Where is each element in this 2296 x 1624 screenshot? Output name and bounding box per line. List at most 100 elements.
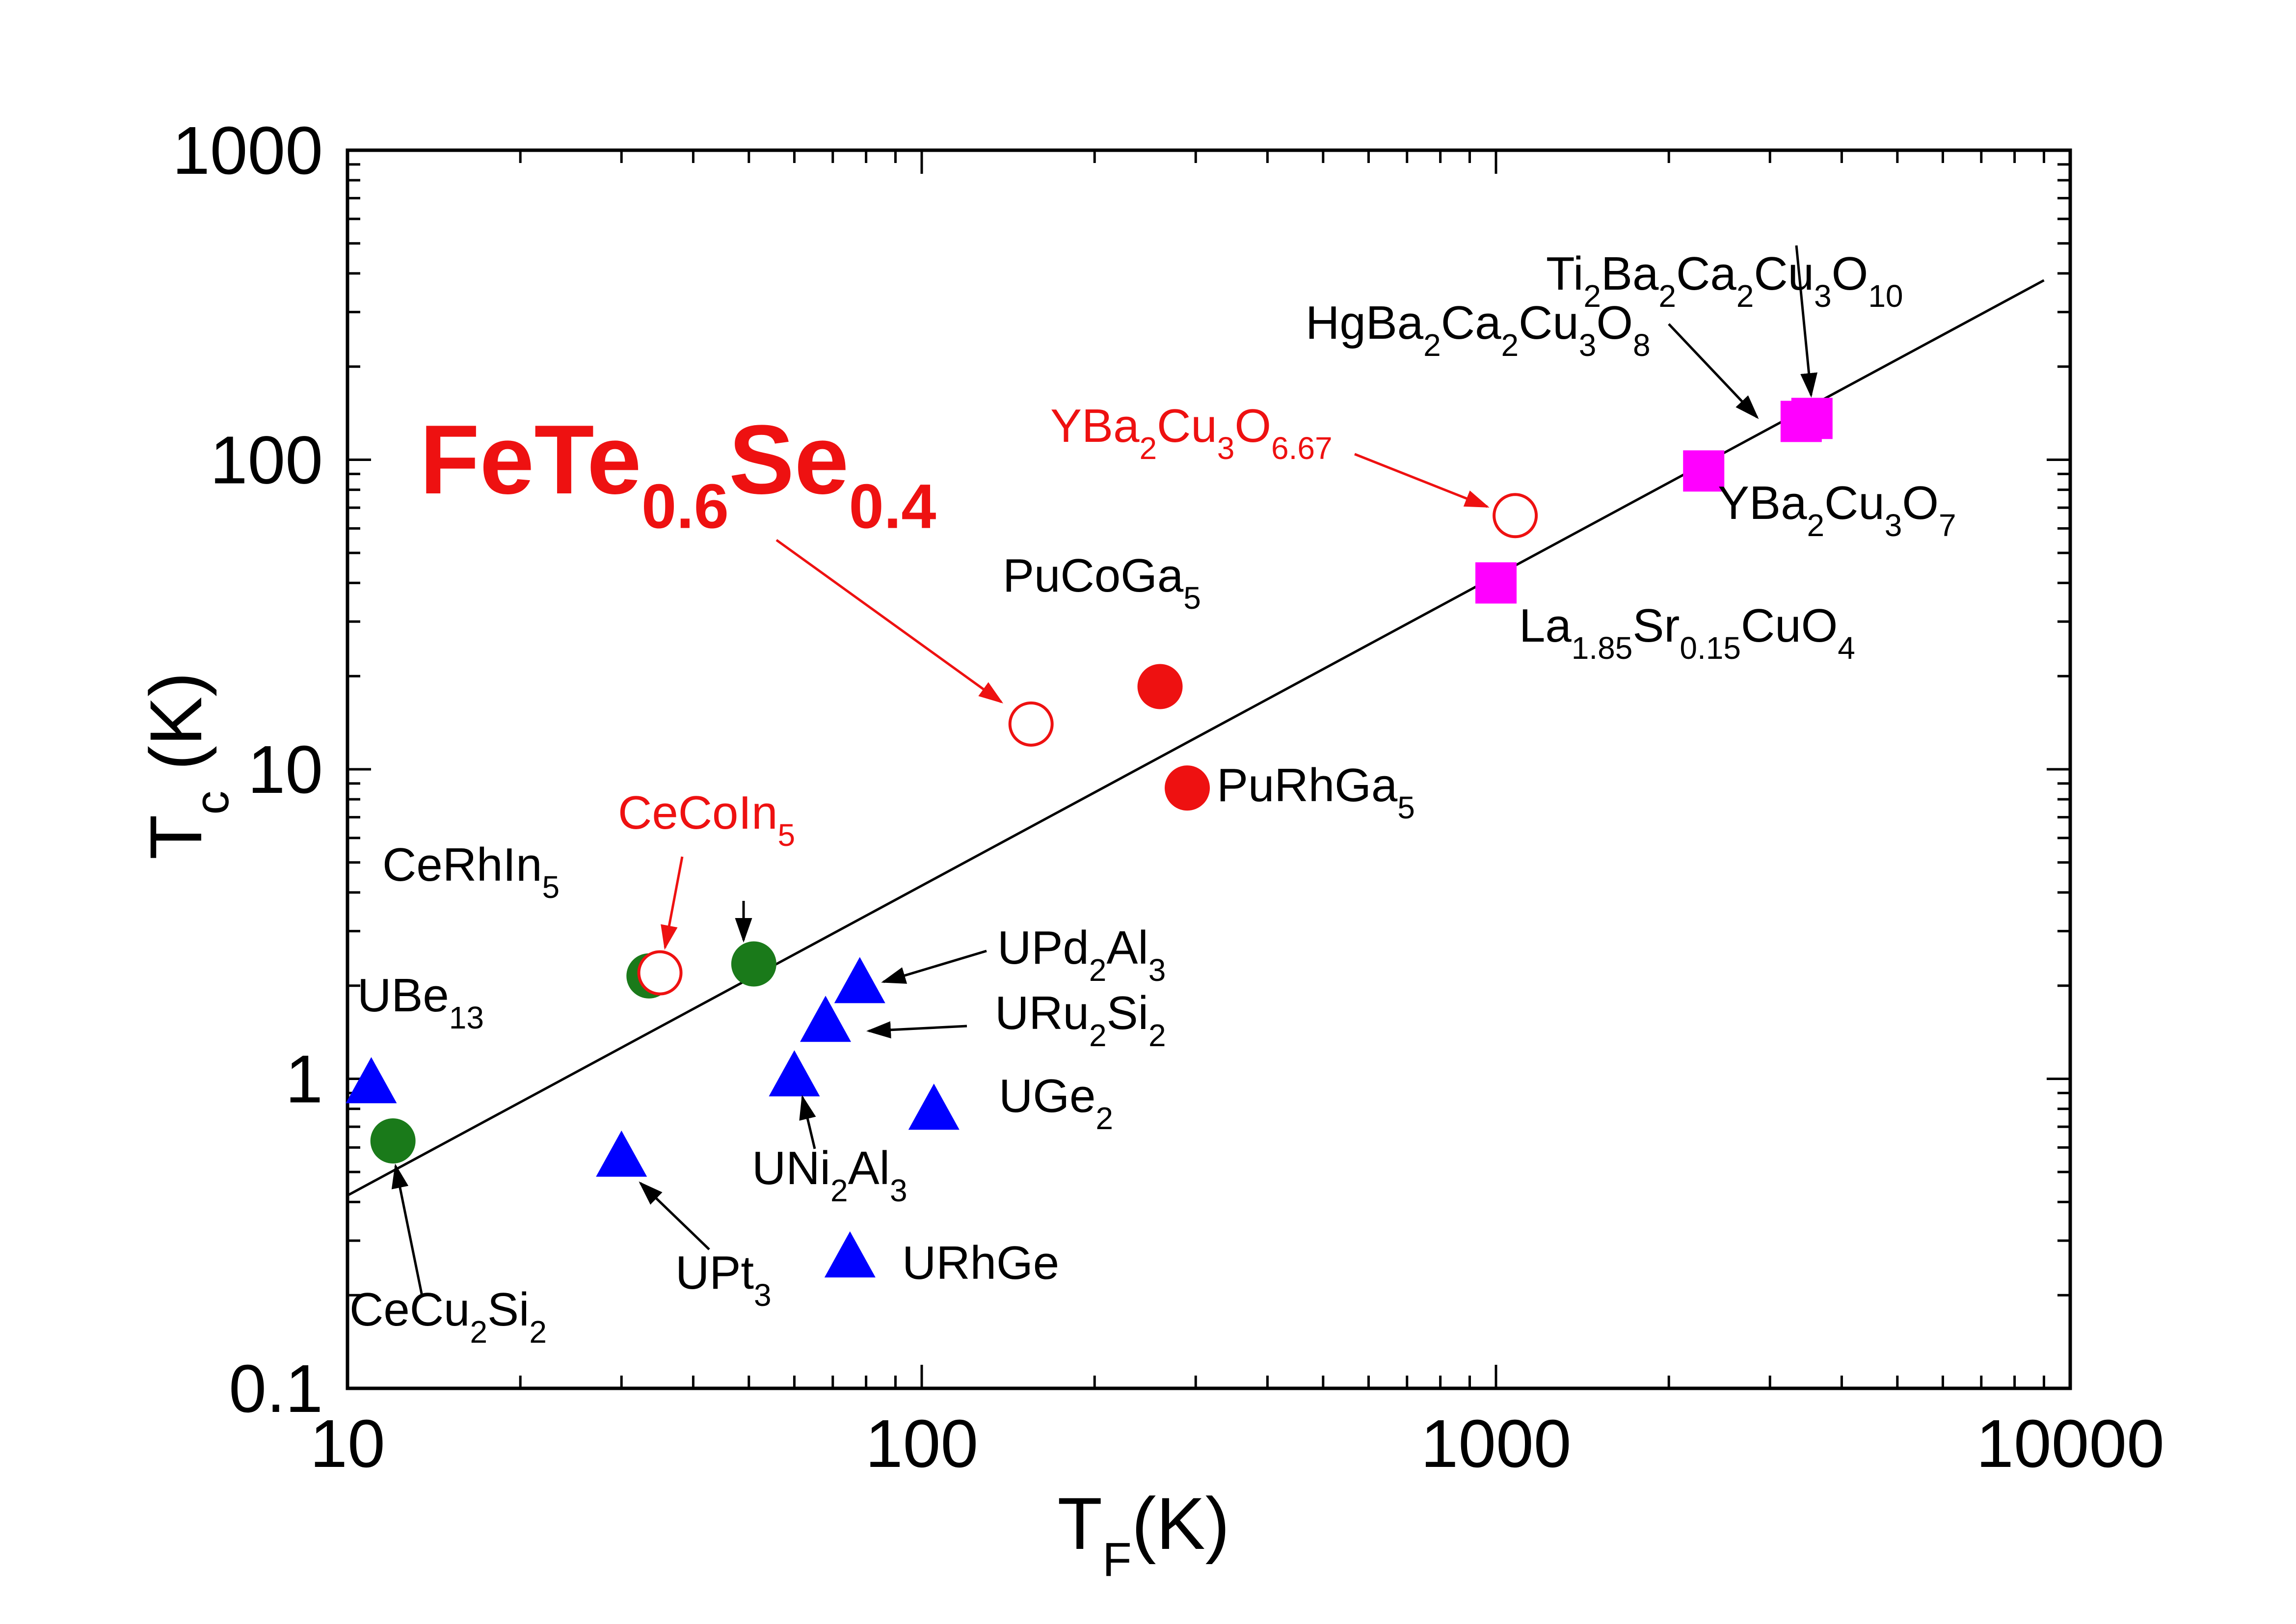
- label-subscript: 5: [1183, 580, 1201, 616]
- x-axis-title-rest: (K): [1132, 1482, 1230, 1565]
- label-subscript: 2: [1807, 508, 1824, 543]
- label-subscript: 2: [470, 1314, 487, 1350]
- plot-area-border: [346, 148, 2072, 1390]
- label-text: Ca: [1441, 297, 1501, 349]
- fit-line: [347, 279, 2045, 1197]
- x-tick-label: 10000: [1976, 1406, 2164, 1482]
- label-subscript: 5: [1397, 790, 1415, 825]
- axis-tick-labels: 10 100 1000 10000 0.1 1 10 100 1000: [172, 113, 2164, 1482]
- label-pucoga: PuCoGa5: [1003, 549, 1201, 616]
- label-cecoin: CeCoIn5: [618, 786, 795, 853]
- label-text: CuO: [1741, 599, 1838, 652]
- label-subscript: 2: [1658, 278, 1676, 314]
- label-cerhin: CeRhIn5: [382, 839, 560, 905]
- label-subscript: 8: [1633, 327, 1651, 363]
- label-subscript: 2: [1089, 1018, 1107, 1053]
- label-text: Al: [1106, 921, 1148, 974]
- compound-labels: Ti2Ba2Ca2Cu3O10HgBa2Ca2Cu3O8YBa2Cu3O6.67…: [349, 247, 1956, 1350]
- point-triangle: [596, 1130, 647, 1177]
- label-subscript: 2: [1139, 431, 1157, 466]
- label-subscript: 2: [1423, 327, 1441, 363]
- y-axis-title-sub: c: [185, 791, 239, 815]
- point-triangle: [834, 957, 885, 1003]
- label-cecu2si2: CeCu2Si2: [349, 1283, 547, 1350]
- label-text: CeRhIn: [382, 839, 542, 891]
- x-tick-label: 1000: [1421, 1406, 1572, 1482]
- label-uni2al3: UNi2Al3: [752, 1142, 908, 1208]
- point-triangle: [769, 1050, 820, 1097]
- label-subscript: 4: [1838, 630, 1855, 666]
- point-triangle: [908, 1083, 960, 1130]
- label-text: Cu: [1754, 247, 1814, 300]
- label-subscript: 2: [529, 1314, 547, 1350]
- label-subscript: 5: [542, 869, 560, 905]
- y-axis-title-text: Tc (K): [134, 672, 239, 860]
- label-subscript: 13: [449, 1000, 484, 1035]
- label-subscript: 10: [1868, 278, 1903, 314]
- label-text: HgBa: [1306, 297, 1424, 349]
- label-subscript: 6.67: [1271, 431, 1333, 466]
- label-text: Al: [848, 1142, 890, 1194]
- label-subscript: 2: [830, 1173, 848, 1208]
- label-subscript: 2: [1501, 327, 1519, 363]
- label-text: UGe: [999, 1070, 1095, 1122]
- label-ube13: UBe13: [357, 969, 484, 1035]
- point-circle-open: [1493, 493, 1538, 539]
- x-tick-label: 100: [865, 1406, 978, 1482]
- label-subscript: 0.6: [641, 471, 729, 541]
- point-triangle: [800, 996, 852, 1042]
- label-subscript: 3: [1814, 278, 1832, 314]
- label-uge2: UGe2: [999, 1070, 1113, 1136]
- label-subscript: 3: [1885, 508, 1902, 543]
- axis-ticks: [346, 149, 2072, 1390]
- label-subscript: 1.85: [1572, 630, 1633, 666]
- arrow-cecu2si2: [391, 1164, 424, 1297]
- x-axis-title-main: T: [1057, 1482, 1102, 1565]
- label-text: O: [1234, 400, 1271, 452]
- x-axis-title-sub: F: [1102, 1533, 1132, 1586]
- label-text: Se: [729, 405, 849, 514]
- label-subscript: 0.4: [849, 471, 936, 541]
- label-text: O: [1902, 477, 1939, 529]
- label-subscript: 3: [1217, 431, 1235, 466]
- arrow-upt3: [639, 1181, 710, 1250]
- label-text: YBa: [1718, 477, 1807, 529]
- arrow-yba2cu3o667: [1354, 453, 1490, 508]
- label-subscript: 2: [1089, 952, 1107, 988]
- label-hg: HgBa2Ca2Cu3O8: [1306, 297, 1651, 363]
- label-text: Si: [1107, 987, 1148, 1039]
- point-circle-open: [1008, 701, 1054, 747]
- label-text: O: [1832, 247, 1869, 300]
- point-square: [1683, 450, 1725, 492]
- label-text: UPt: [675, 1246, 754, 1299]
- label-subscript: 3: [1148, 952, 1166, 988]
- arrow-uru2si2: [866, 1021, 967, 1039]
- label-text: PuCoGa: [1003, 549, 1184, 602]
- label-text: O: [1596, 297, 1633, 349]
- label-text: La: [1519, 599, 1572, 652]
- point-circle: [1137, 664, 1183, 709]
- arrow-ti2ba2ca2cu3o10: [1795, 245, 1818, 398]
- label-subscript: 3: [890, 1173, 908, 1208]
- label-text: Ca: [1676, 247, 1736, 300]
- arrow-upd2al3: [881, 949, 987, 984]
- label-text: Cu: [1157, 400, 1217, 452]
- label-subscript: 0.15: [1680, 630, 1741, 666]
- y-tick-label: 0.1: [229, 1351, 323, 1427]
- label-ybco7: YBa2Cu3O7: [1718, 477, 1956, 543]
- arrow-fete06se04: [775, 539, 1004, 704]
- label-text: CeCoIn: [618, 786, 778, 839]
- label-text: UNi: [752, 1142, 830, 1194]
- y-tick-label: 1000: [172, 113, 323, 189]
- annotation-arrows: [391, 245, 1818, 1297]
- label-subscript: 5: [778, 817, 796, 853]
- label-text: Ba: [1601, 247, 1659, 300]
- arrow-hgba2ca2cu3o8: [1668, 323, 1759, 419]
- x-tick-label: 10: [310, 1406, 385, 1482]
- label-text: URhGe: [902, 1237, 1059, 1289]
- y-axis-title: Tc (K): [134, 672, 239, 860]
- label-text: PuRhGa: [1217, 759, 1398, 812]
- label-text: Si: [487, 1283, 529, 1336]
- label-purhga: PuRhGa5: [1217, 759, 1415, 825]
